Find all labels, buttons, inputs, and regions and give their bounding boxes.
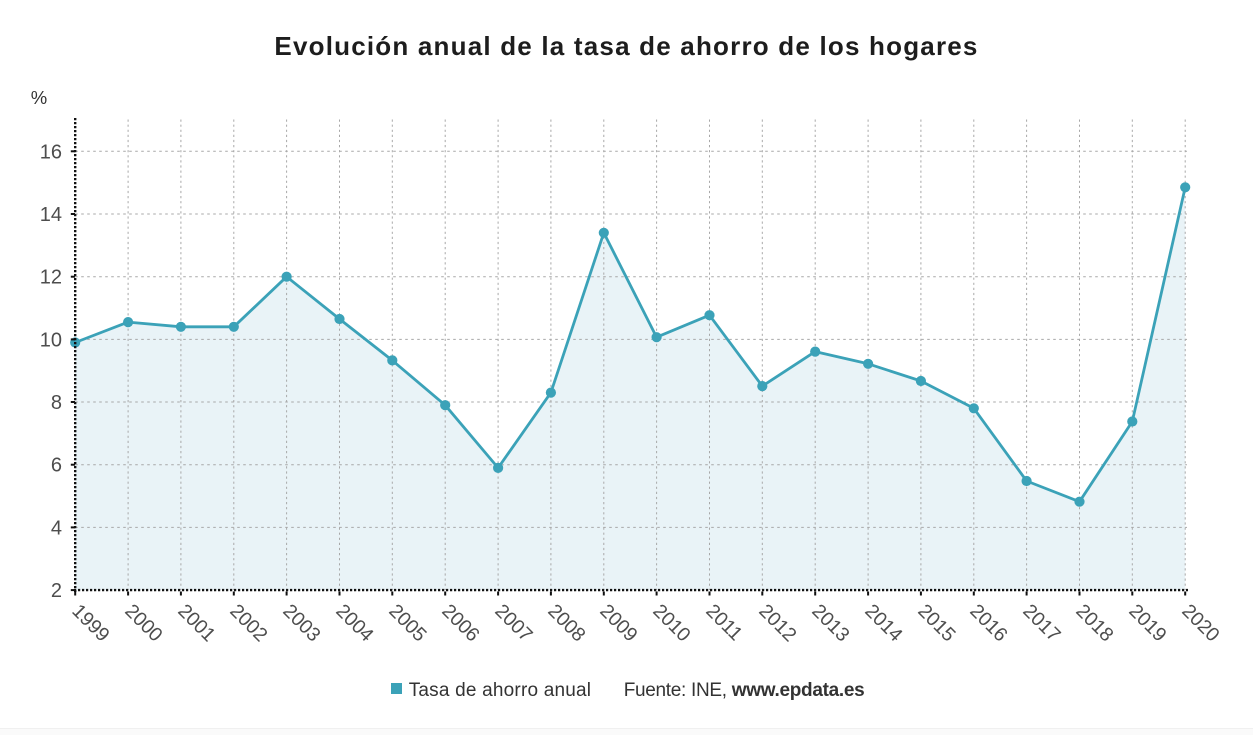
svg-text:14: 14 [40,204,62,226]
svg-text:8: 8 [51,392,62,414]
svg-text:12: 12 [40,267,62,289]
svg-text:6: 6 [51,455,62,477]
svg-text:16: 16 [40,141,62,163]
svg-text:2: 2 [51,580,62,602]
svg-text:10: 10 [40,329,62,351]
svg-text:4: 4 [51,517,62,539]
